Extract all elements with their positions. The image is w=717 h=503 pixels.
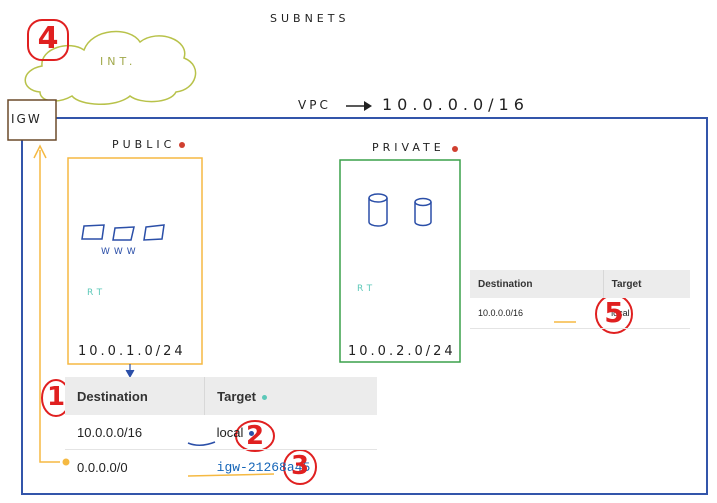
page-title: SUBNETS	[270, 12, 350, 25]
arrow-icon	[39, 150, 60, 463]
target-cell: local	[603, 298, 690, 329]
callout-5: 5	[604, 296, 624, 329]
column-header-destination: Destination	[470, 270, 604, 298]
destination-cell: 10.0.0.0/16	[470, 298, 604, 329]
callout-3: 3	[290, 451, 310, 481]
private-subnet-label: PRIVATE	[372, 141, 445, 154]
column-header-destination: Destination	[65, 377, 205, 415]
private-subnet-cidr: 10.0.2.0/24	[348, 344, 456, 359]
private-subnet-box	[339, 159, 461, 363]
internet-label: INT.	[100, 55, 137, 68]
cloud-icon	[24, 30, 197, 105]
private-route-table: Destination Target 10.0.0.0/16 local	[470, 270, 690, 329]
callout-4-ring	[27, 19, 69, 61]
column-header-target: Target	[602, 270, 690, 298]
server-icon	[81, 224, 165, 241]
private-rt-label: RT	[357, 284, 377, 294]
public-subnet-cidr: 10.0.1.0/24	[78, 344, 186, 359]
vpc-cidr: 10.0.0.0/16	[382, 95, 529, 114]
column-header-target: Target	[204, 377, 377, 415]
vpc-boundary	[21, 117, 708, 495]
igw-link[interactable]: igw-21268a45	[216, 460, 311, 475]
public-subnet-box	[67, 157, 203, 365]
servers-label: WWW	[101, 247, 140, 257]
callout-4: 4	[37, 21, 59, 56]
table-row: 10.0.0.0/16 local	[65, 415, 377, 450]
vpc-label: VPC	[298, 98, 331, 112]
table-row: 10.0.0.0/16 local	[470, 298, 690, 329]
public-route-table: Destination Target 10.0.0.0/16 local 0.0…	[65, 377, 377, 484]
destination-cell: 0.0.0.0/0	[77, 459, 128, 475]
table-row: 0.0.0.0/0 igw-21268a45	[65, 450, 377, 485]
igw-label: IGW	[11, 112, 42, 126]
callout-1: 1	[46, 382, 66, 412]
target-cell[interactable]: igw-21268a45	[205, 450, 377, 485]
igw-box	[7, 99, 57, 141]
target-cell: local	[204, 415, 377, 450]
callout-3-ring	[283, 449, 317, 485]
destination-cell: 10.0.0.0/16	[65, 415, 205, 450]
database-icon	[368, 193, 432, 227]
public-subnet-label: PUBLIC	[112, 138, 176, 151]
public-rt-label: RT	[87, 288, 107, 298]
callout-2: 2	[245, 421, 265, 451]
